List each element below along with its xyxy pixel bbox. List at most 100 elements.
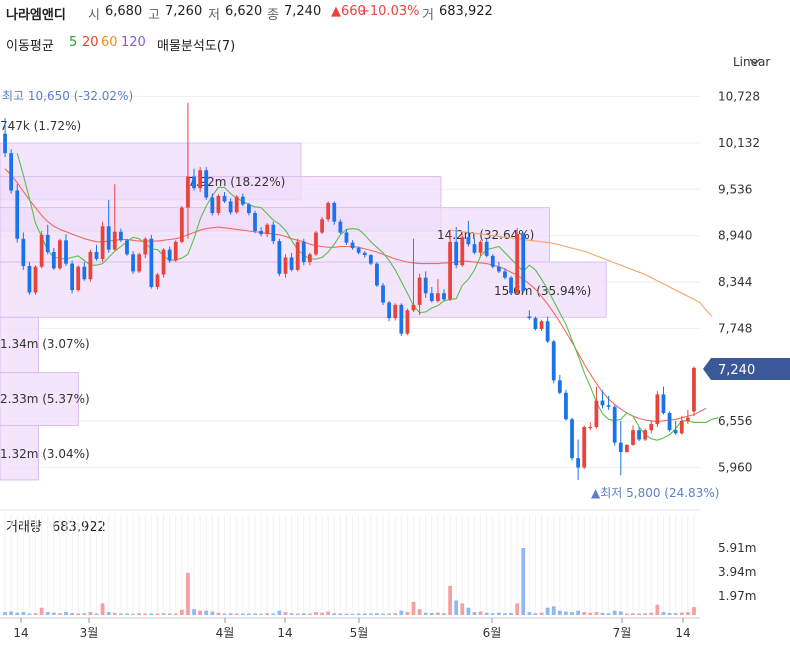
candle-body: [405, 310, 410, 334]
volume-bar: [625, 613, 629, 615]
volume-bar: [515, 603, 520, 615]
volume-bar: [484, 612, 489, 615]
volume-bar: [82, 613, 87, 615]
volume-bar: [631, 613, 635, 615]
candle-body: [301, 241, 306, 263]
volume-tick-label: 1.97m: [718, 589, 756, 603]
candle-body: [436, 293, 440, 301]
volume-bar: [564, 611, 568, 615]
ma120-label: 120: [121, 35, 146, 50]
volume-bar: [149, 613, 154, 615]
volume-bar: [533, 613, 538, 615]
y-tick-label: 10,728: [718, 90, 760, 104]
volume-bar: [685, 612, 690, 615]
candle-body: [100, 226, 105, 259]
candle-body: [594, 400, 599, 428]
candle-body: [314, 232, 318, 255]
candle-body: [21, 238, 26, 266]
volume-bar: [673, 613, 678, 615]
candle-body: [448, 241, 452, 300]
volume-bar: [661, 612, 666, 615]
volume-bar: [521, 548, 526, 615]
ma60-line: [450, 229, 713, 317]
y-tick-label: 7,748: [718, 321, 752, 335]
volume-bar: [344, 613, 349, 615]
candle-body: [167, 249, 172, 261]
candles: [3, 102, 696, 480]
volume-bar: [570, 612, 574, 615]
volume-bar: [9, 611, 14, 615]
candle-body: [326, 202, 331, 220]
volume-bar: [692, 607, 696, 615]
candle-body: [332, 202, 337, 222]
candle-body: [509, 277, 513, 294]
volume-bar: [637, 613, 641, 615]
volume-bar: [240, 613, 245, 615]
candle-body: [356, 248, 361, 253]
volume-bar: [76, 613, 81, 615]
volume-profile-label: 1.32m (3.04%): [0, 447, 90, 461]
volume-bar: [618, 611, 623, 615]
indicator-bar: 이동평균 5 20 60 120 매물분석도(7): [0, 32, 790, 54]
candle-body: [685, 417, 690, 421]
candle-body: [3, 133, 7, 154]
volume-bar: [350, 613, 355, 615]
volume-bar: [490, 613, 495, 615]
volume-bar: [557, 610, 562, 615]
ma20-label: 20: [82, 35, 99, 50]
candle-body: [112, 231, 117, 250]
last-price-tag: 7,240: [703, 358, 790, 380]
y-tick-label: 5,960: [718, 461, 752, 475]
candle-body: [661, 394, 666, 414]
volume-bar: [320, 612, 324, 615]
candle-body: [375, 263, 379, 286]
volume-bar: [106, 612, 111, 615]
ma5-label: 5: [69, 35, 78, 50]
candle-body: [271, 224, 276, 242]
open-value: 6,680: [105, 4, 143, 19]
candle-body: [490, 255, 495, 267]
volume-bar: [387, 613, 392, 615]
candle-body: [39, 234, 44, 267]
candle-body: [94, 251, 99, 259]
candle-body: [58, 240, 62, 269]
volume-profile-button[interactable]: 매물분석도(7): [157, 39, 236, 54]
volume-bar: [100, 603, 105, 615]
candle-body: [265, 224, 270, 235]
volume-profile-label: 7.92m (18.22%): [188, 175, 285, 189]
scale-mode-select[interactable]: Linear: [733, 55, 770, 69]
candle-body: [161, 249, 166, 275]
x-tick-label: 14: [675, 626, 690, 640]
open-label: 시: [88, 8, 100, 23]
volume-bar: [301, 613, 306, 615]
moving-average-button[interactable]: 이동평균: [6, 39, 54, 54]
candle-body: [247, 204, 251, 214]
volume-bar: [314, 612, 318, 615]
x-tick-label: 4월: [216, 626, 235, 640]
candle-body: [411, 304, 416, 311]
candle-body: [612, 406, 617, 443]
chevron-down-icon[interactable]: [749, 58, 761, 65]
candle-body: [484, 241, 489, 256]
candle-body: [131, 254, 135, 272]
candle-body: [45, 234, 50, 252]
candle-body: [192, 176, 196, 189]
candle-body: [198, 170, 203, 189]
candle-body: [118, 231, 123, 241]
candle-body: [88, 251, 93, 280]
candle-body: [70, 263, 74, 291]
candle-body: [557, 380, 562, 393]
candle-body: [423, 277, 428, 294]
candle-body: [454, 241, 459, 266]
volume-bar: [186, 572, 190, 615]
volume-bar: [509, 612, 513, 615]
volume-bar: [460, 603, 465, 615]
volume-label: 거: [422, 8, 434, 23]
candle-body: [179, 207, 184, 242]
volume-bar: [399, 610, 404, 615]
candle-body: [588, 427, 593, 429]
candle-body: [51, 251, 56, 269]
candle-body: [289, 257, 294, 270]
candle-body: [679, 420, 684, 434]
